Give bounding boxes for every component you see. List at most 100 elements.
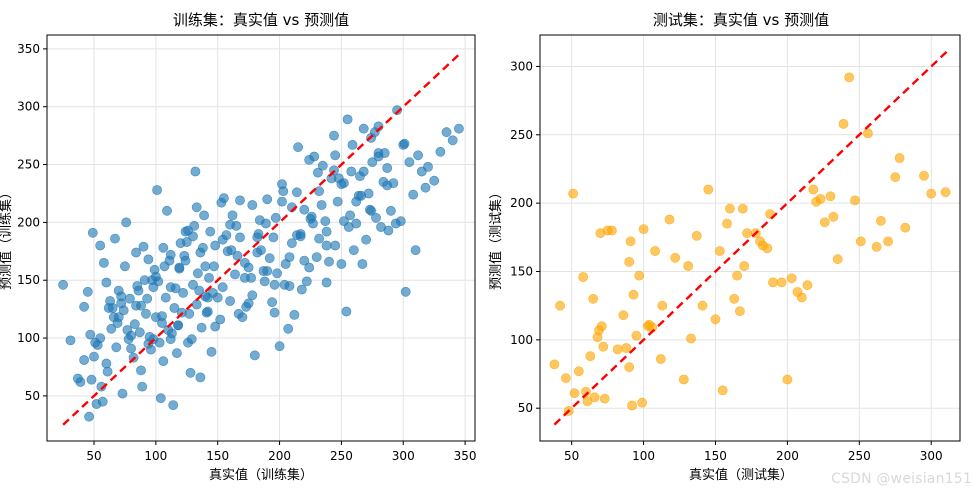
train-data-point bbox=[320, 216, 331, 227]
train-data-point bbox=[311, 252, 322, 262]
test-data-point bbox=[678, 374, 689, 385]
test-data-point bbox=[624, 362, 635, 373]
train-y-axis-label: 预测值（训练集） bbox=[0, 186, 14, 290]
train-data-point bbox=[58, 279, 68, 290]
test-data-point bbox=[578, 272, 589, 282]
train-data-point bbox=[299, 255, 310, 266]
train-x-tick-label: 350 bbox=[454, 449, 477, 463]
train-data-point bbox=[191, 299, 202, 310]
train-data-point bbox=[382, 163, 393, 173]
train-data-point bbox=[136, 365, 146, 376]
train-data-point bbox=[230, 269, 240, 280]
train-data-point bbox=[249, 350, 260, 361]
train-data-point bbox=[168, 400, 179, 410]
train-data-point bbox=[316, 200, 327, 210]
train-data-point bbox=[321, 277, 332, 288]
train-data-point bbox=[312, 167, 323, 178]
test-data-point bbox=[717, 385, 728, 396]
train-data-point bbox=[295, 231, 306, 242]
train-data-point bbox=[336, 259, 347, 269]
train-data-point bbox=[330, 240, 341, 251]
train-data-point bbox=[291, 187, 302, 198]
train-data-point bbox=[110, 233, 120, 244]
train-data-point bbox=[278, 186, 289, 197]
train-data-point bbox=[274, 341, 285, 352]
train-data-point bbox=[160, 292, 171, 303]
train-data-point bbox=[106, 323, 117, 334]
train-data-point bbox=[383, 225, 394, 236]
train-data-point bbox=[330, 150, 341, 161]
train-data-point bbox=[447, 135, 458, 146]
train-data-point bbox=[185, 367, 196, 378]
test-chart-title: 测试集：真实值 vs 预测值 bbox=[653, 11, 829, 29]
train-data-point bbox=[227, 210, 238, 221]
train-data-point bbox=[199, 210, 209, 221]
test-panel: 测试集：真实值 vs 预测值 真实值（测试集） 预测值（测试集） 50 100 15… bbox=[488, 11, 961, 483]
train-data-point bbox=[399, 138, 410, 149]
train-data-point bbox=[226, 245, 237, 255]
train-data-point bbox=[200, 261, 211, 272]
train-x-tick-label: 200 bbox=[268, 449, 291, 463]
test-data-point bbox=[599, 393, 610, 404]
test-data-point bbox=[762, 243, 773, 254]
train-data-point bbox=[270, 212, 281, 223]
train-data-point bbox=[141, 308, 151, 319]
test-data-point bbox=[828, 211, 839, 222]
test-data-point bbox=[802, 280, 813, 291]
train-data-point bbox=[137, 381, 148, 392]
test-data-point bbox=[589, 392, 600, 403]
test-plot-area: 50 100 150 200 250 300 50 100 150 200 250 300 bbox=[510, 34, 961, 463]
train-data-point bbox=[97, 396, 108, 407]
train-data-point bbox=[435, 146, 446, 157]
test-data-point bbox=[883, 236, 893, 247]
train-data-point bbox=[420, 182, 431, 193]
test-data-point bbox=[714, 246, 725, 256]
train-data-point bbox=[183, 225, 193, 236]
train-data-point bbox=[388, 178, 399, 188]
train-data-point bbox=[293, 142, 303, 153]
test-data-point bbox=[739, 261, 750, 271]
train-data-point bbox=[171, 348, 182, 358]
test-data-point bbox=[776, 277, 787, 288]
train-data-point bbox=[124, 293, 135, 304]
train-data-point bbox=[157, 311, 167, 321]
train-data-point bbox=[304, 262, 315, 273]
train-data-point bbox=[262, 194, 273, 205]
test-y-tick-label: 50 bbox=[518, 401, 533, 415]
train-data-point bbox=[247, 290, 258, 301]
train-data-point bbox=[237, 312, 248, 323]
test-data-point bbox=[621, 343, 632, 353]
train-axes-frame bbox=[46, 34, 476, 442]
train-data-point bbox=[158, 242, 169, 253]
train-data-point bbox=[289, 309, 300, 320]
train-data-point bbox=[102, 366, 113, 377]
test-x-tick-label: 300 bbox=[920, 449, 943, 463]
train-data-point bbox=[225, 296, 235, 306]
test-x-tick-label: 150 bbox=[704, 449, 727, 463]
train-y-tick-label: 350 bbox=[17, 42, 40, 56]
train-data-point bbox=[269, 307, 280, 318]
train-data-point bbox=[314, 186, 324, 197]
test-data-point bbox=[549, 359, 560, 370]
train-data-point bbox=[85, 329, 96, 340]
train-data-point bbox=[332, 196, 343, 207]
test-data-point bbox=[855, 236, 866, 247]
train-data-point bbox=[243, 298, 254, 309]
test-data-point bbox=[657, 300, 668, 311]
train-data-point bbox=[174, 262, 185, 273]
train-data-point bbox=[314, 233, 324, 244]
train-data-point bbox=[210, 240, 221, 251]
train-data-point bbox=[453, 123, 464, 134]
train-data-point bbox=[364, 204, 375, 215]
train-data-point bbox=[253, 229, 264, 239]
train-data-point bbox=[209, 261, 219, 272]
train-data-point bbox=[324, 256, 334, 267]
train-data-point bbox=[410, 245, 421, 255]
train-data-point bbox=[217, 282, 228, 293]
train-data-point bbox=[212, 292, 223, 303]
train-data-point bbox=[138, 241, 149, 252]
test-data-point bbox=[729, 293, 740, 304]
train-plot-area: 50 100 150 200 250 300 350 50 100 150 200 250 300 350 bbox=[17, 34, 477, 463]
test-x-axis-label: 真实值（测试集） bbox=[689, 467, 793, 483]
